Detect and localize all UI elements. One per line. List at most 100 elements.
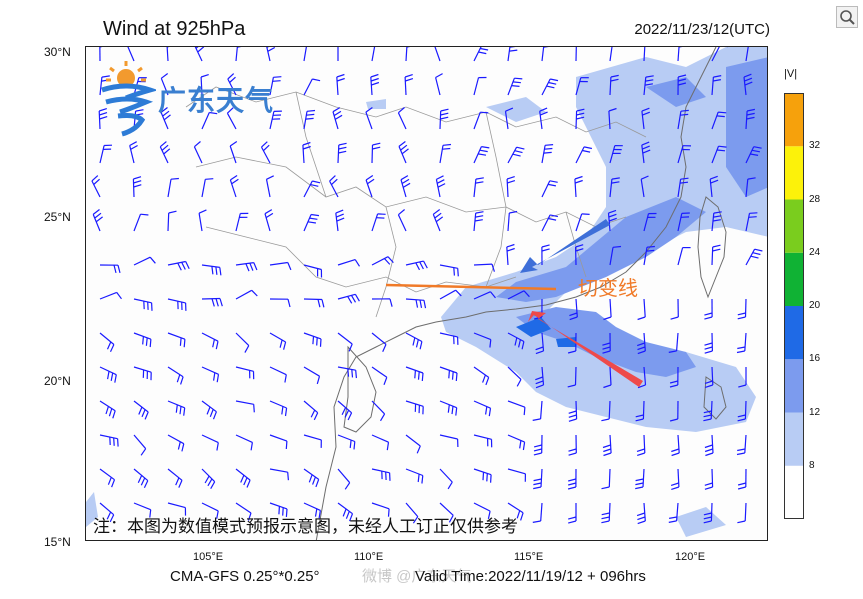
wind-barb <box>473 366 490 386</box>
lat-label: 15°N <box>44 535 71 549</box>
wind-barb <box>269 434 288 450</box>
wind-barb <box>371 213 386 232</box>
wind-barb <box>129 141 138 164</box>
wind-barb <box>704 366 714 388</box>
wind-barb <box>167 502 187 516</box>
blue-arrow-icon <box>520 219 610 273</box>
wind-barb <box>575 77 589 96</box>
wind-barb <box>365 175 375 198</box>
wind-barb <box>703 502 713 524</box>
wind-barb <box>337 293 360 304</box>
wind-barb <box>303 47 307 62</box>
wind-barb <box>371 400 386 422</box>
wind-barb <box>711 47 728 62</box>
wind-barb <box>670 468 680 490</box>
colorbar-title: |V| <box>784 68 798 80</box>
colorbar <box>784 93 804 519</box>
wind-barb <box>264 209 274 232</box>
wind-barb <box>229 141 238 164</box>
wind-barb <box>745 47 749 62</box>
wind-barb <box>303 434 322 448</box>
wind-barb <box>335 209 345 232</box>
wind-barb <box>609 245 622 266</box>
wind-barb <box>193 141 203 164</box>
wind-barb <box>473 263 495 272</box>
wind-barb <box>677 74 687 96</box>
forecast-datetime: 2022/11/23/12(UTC) <box>634 21 770 38</box>
wind-barb <box>99 291 122 300</box>
wind-barb <box>507 502 524 521</box>
wind-barb <box>574 175 583 198</box>
wind-barb <box>601 468 611 490</box>
wind-barb <box>743 73 753 96</box>
wind-barb <box>167 298 187 311</box>
wind-barb <box>607 209 617 232</box>
colorbar-label: 8 <box>809 459 815 471</box>
wind-barb <box>677 212 690 232</box>
wind-barb <box>504 107 514 130</box>
wind-barb <box>506 243 515 266</box>
wind-barb <box>745 108 756 130</box>
wind-barb <box>371 332 387 352</box>
wind-barb <box>167 366 184 385</box>
wind-barb <box>711 111 727 130</box>
wind-barb <box>337 400 353 421</box>
wind-barb <box>371 47 376 62</box>
wind-barb <box>201 366 220 383</box>
wind-barb <box>167 400 186 416</box>
wind-barb <box>737 502 747 524</box>
wind-barb <box>398 141 409 164</box>
wind-barb <box>405 468 424 484</box>
wind-barb <box>303 400 319 421</box>
wind-barb <box>473 177 484 198</box>
wind-barb <box>745 248 763 266</box>
guangdong-weather-logo-icon <box>101 61 156 137</box>
lon-label: 120°E <box>675 551 706 563</box>
wind-barb <box>133 213 149 232</box>
wind-barb <box>601 502 611 524</box>
wind-barb <box>507 146 525 164</box>
wind-barb <box>371 298 393 307</box>
wind-barb <box>371 502 390 517</box>
wind-barb <box>99 264 121 274</box>
wind-barb <box>677 247 691 266</box>
wind-barb <box>539 107 548 130</box>
wind-barb <box>737 298 747 320</box>
wind-barb <box>439 434 459 448</box>
wind-barb <box>371 366 388 386</box>
wind-barb <box>235 502 252 521</box>
wind-barb <box>371 142 381 164</box>
wind-barb <box>637 366 647 389</box>
colorbar-label: 24 <box>809 246 821 258</box>
wind-barb <box>473 434 493 448</box>
wind-barb <box>439 366 458 382</box>
wind-barb <box>201 400 217 420</box>
wind-barb <box>405 366 424 382</box>
zoom-icon[interactable] <box>836 6 858 28</box>
lon-label: 115°E <box>514 551 544 563</box>
wind-barb <box>439 108 449 130</box>
wind-barb <box>303 180 321 198</box>
red-arrow-icon <box>528 311 643 387</box>
colorbar-label: 16 <box>809 353 821 365</box>
colorbar-segment <box>784 252 804 306</box>
wind-barb <box>365 107 373 130</box>
wind-barb <box>637 298 646 321</box>
wind-barb <box>332 107 343 130</box>
wind-barb <box>603 298 612 321</box>
wind-barb <box>736 434 747 456</box>
wind-barb <box>635 400 645 422</box>
wind-barb <box>400 175 411 198</box>
colorbar-segment <box>784 199 804 253</box>
wind-barb <box>711 211 722 232</box>
wind-barb <box>99 400 116 419</box>
wind-barb <box>133 468 149 489</box>
wind-barb <box>439 468 453 490</box>
wind-barb <box>269 468 289 481</box>
wind-barb <box>235 366 255 380</box>
wind-barb <box>506 176 516 198</box>
wind-barb <box>704 434 714 457</box>
wind-barb <box>201 297 223 307</box>
wind-barb <box>397 209 407 232</box>
wind-barb <box>397 107 407 130</box>
